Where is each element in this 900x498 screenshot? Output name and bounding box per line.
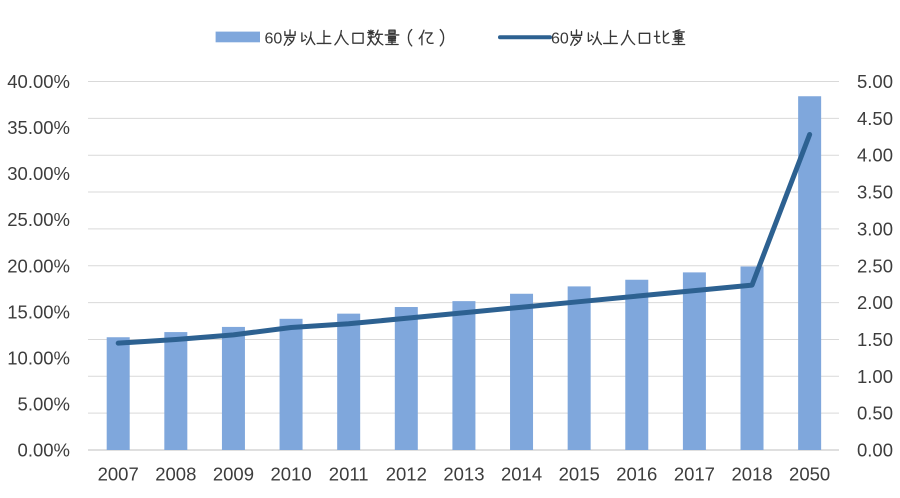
svg-text:60: 60 (551, 31, 569, 48)
svg-text:0.00: 0.00 (857, 440, 893, 461)
svg-text:2014: 2014 (501, 464, 542, 485)
svg-text:2007: 2007 (98, 464, 139, 485)
svg-text:5.00: 5.00 (857, 71, 893, 92)
svg-text:2.50: 2.50 (857, 255, 893, 276)
svg-text:40.00%: 40.00% (7, 71, 70, 92)
svg-text:30.00%: 30.00% (7, 163, 70, 184)
svg-text:2050: 2050 (789, 464, 830, 485)
svg-text:3.00: 3.00 (857, 218, 893, 239)
svg-text:2011: 2011 (329, 464, 369, 485)
svg-text:3.50: 3.50 (857, 182, 893, 203)
svg-text:20.00%: 20.00% (7, 255, 70, 276)
svg-text:2010: 2010 (270, 464, 311, 485)
svg-text:4.00: 4.00 (857, 145, 893, 166)
svg-text:2009: 2009 (213, 464, 254, 485)
svg-text:60: 60 (265, 31, 283, 48)
svg-text:2017: 2017 (674, 464, 715, 485)
svg-text:2015: 2015 (559, 464, 600, 485)
svg-text:0.50: 0.50 (857, 403, 893, 424)
svg-text:15.00%: 15.00% (7, 301, 70, 322)
svg-text:1.50: 1.50 (857, 329, 893, 350)
svg-text:2012: 2012 (386, 464, 427, 485)
svg-text:25.00%: 25.00% (7, 209, 70, 230)
svg-text:0.00%: 0.00% (18, 440, 70, 461)
svg-text:2016: 2016 (616, 464, 657, 485)
svg-text:2018: 2018 (731, 464, 772, 485)
svg-text:10.00%: 10.00% (7, 347, 70, 368)
svg-text:2008: 2008 (155, 464, 196, 485)
svg-text:2.00: 2.00 (857, 292, 893, 313)
svg-text:5.00%: 5.00% (18, 393, 70, 414)
svg-text:35.00%: 35.00% (7, 117, 70, 138)
svg-text:2013: 2013 (443, 464, 484, 485)
svg-text:1.00: 1.00 (857, 366, 893, 387)
svg-text:4.50: 4.50 (857, 108, 893, 129)
